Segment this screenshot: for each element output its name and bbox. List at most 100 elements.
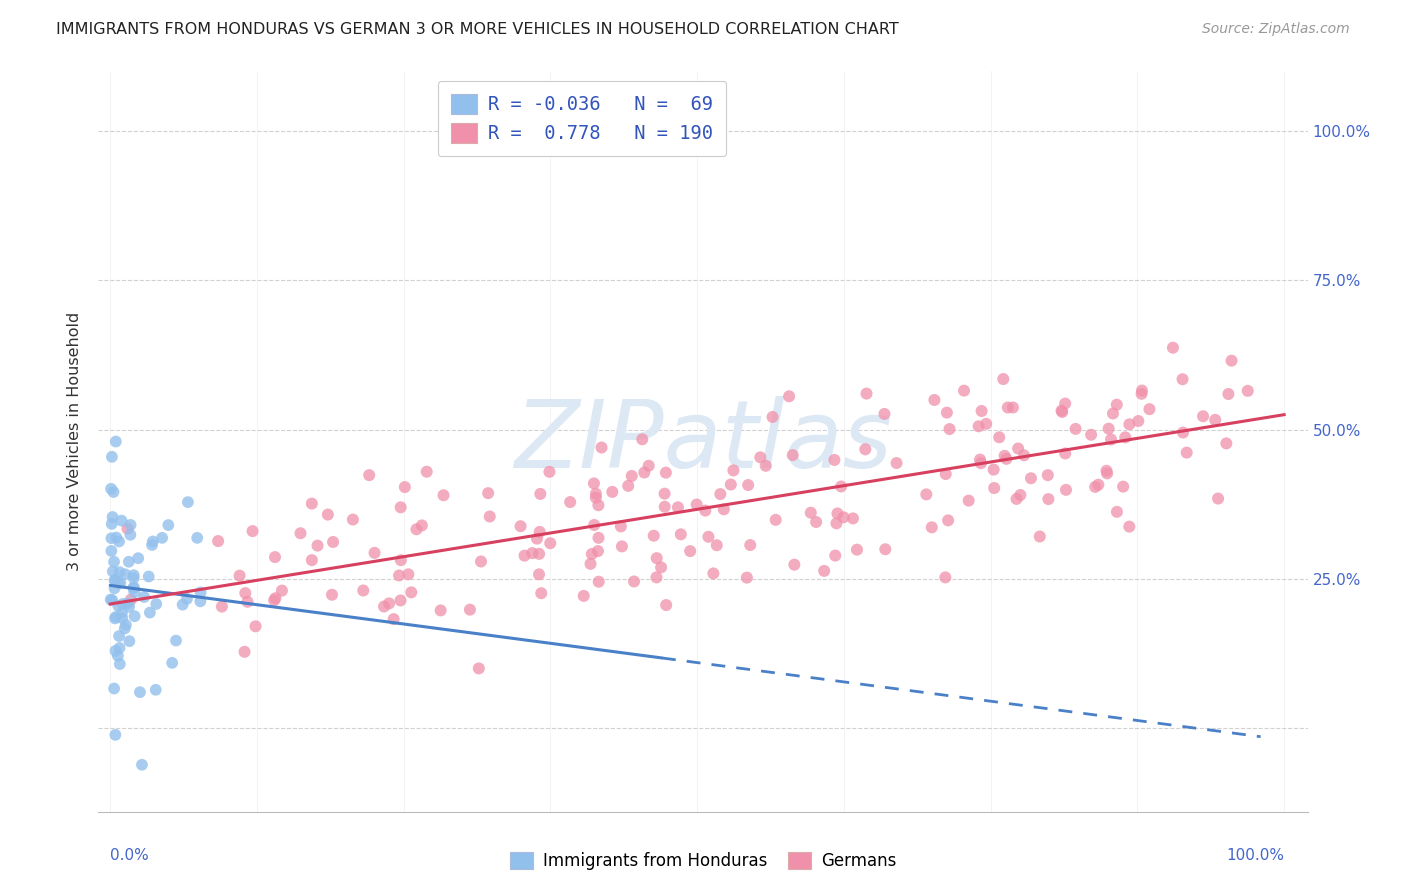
Point <box>637 458 659 473</box>
Point <box>974 417 997 431</box>
Point <box>1050 403 1073 417</box>
Point <box>1204 413 1226 427</box>
Point <box>654 500 676 514</box>
Text: ZIPatlas: ZIPatlas <box>515 396 891 487</box>
Point <box>735 571 758 585</box>
Point <box>177 495 200 509</box>
Point <box>458 602 481 616</box>
Point <box>778 389 800 403</box>
Point <box>623 574 645 589</box>
Point <box>583 518 606 533</box>
Point <box>679 544 702 558</box>
Point <box>1206 491 1229 506</box>
Point <box>825 516 848 531</box>
Point <box>957 493 980 508</box>
Point <box>176 591 198 606</box>
Point <box>1036 468 1059 483</box>
Point <box>800 506 823 520</box>
Point <box>122 581 145 595</box>
Point <box>415 465 437 479</box>
Point <box>530 586 553 600</box>
Point <box>114 567 136 582</box>
Point <box>970 404 993 418</box>
Point <box>1130 386 1153 401</box>
Point <box>1105 398 1128 412</box>
Point <box>388 568 411 582</box>
Point <box>236 595 259 609</box>
Point <box>124 609 146 624</box>
Point <box>114 621 136 635</box>
Point <box>740 538 762 552</box>
Point <box>823 453 845 467</box>
Point <box>695 503 717 517</box>
Point <box>827 507 849 521</box>
Point <box>1087 477 1109 491</box>
Point <box>993 372 1015 386</box>
Point <box>643 529 665 543</box>
Point <box>138 569 160 583</box>
Point <box>1099 433 1122 447</box>
Point <box>1029 529 1052 543</box>
Point <box>118 555 141 569</box>
Point <box>160 656 183 670</box>
Point <box>1139 402 1161 417</box>
Point <box>1084 480 1107 494</box>
Point <box>620 469 643 483</box>
Point <box>983 481 1005 495</box>
Point <box>938 422 960 436</box>
Point <box>830 479 852 493</box>
Point <box>316 508 339 522</box>
Point <box>104 644 127 658</box>
Point <box>373 599 395 614</box>
Point <box>321 588 343 602</box>
Point <box>994 449 1017 463</box>
Point <box>761 409 783 424</box>
Point <box>100 531 122 545</box>
Point <box>588 574 610 589</box>
Point <box>172 598 194 612</box>
Point <box>529 487 551 501</box>
Point <box>101 450 124 464</box>
Point <box>264 550 287 565</box>
Point <box>290 526 312 541</box>
Point <box>108 657 131 671</box>
Point <box>120 527 142 541</box>
Point <box>1102 407 1125 421</box>
Point <box>702 566 724 581</box>
Point <box>301 497 323 511</box>
Point <box>1105 505 1128 519</box>
Point <box>1161 341 1184 355</box>
Point <box>1112 480 1135 494</box>
Point <box>560 495 582 509</box>
Point <box>1192 409 1215 424</box>
Point <box>245 619 267 633</box>
Point <box>1236 384 1258 398</box>
Point <box>103 582 125 596</box>
Point <box>104 611 127 625</box>
Point <box>122 571 145 585</box>
Point <box>104 573 127 587</box>
Point <box>101 565 124 579</box>
Point <box>120 592 142 607</box>
Point <box>117 522 139 536</box>
Point <box>1128 414 1150 428</box>
Point <box>832 510 855 524</box>
Point <box>686 498 709 512</box>
Point <box>301 553 323 567</box>
Point <box>527 547 550 561</box>
Point <box>755 458 778 473</box>
Point <box>207 534 229 549</box>
Point <box>633 466 655 480</box>
Point <box>432 488 454 502</box>
Point <box>631 432 654 446</box>
Point <box>853 442 876 457</box>
Point <box>127 551 149 566</box>
Point <box>118 599 141 614</box>
Point <box>617 479 640 493</box>
Point <box>1171 425 1194 440</box>
Point <box>1130 384 1153 398</box>
Point <box>934 570 956 584</box>
Point <box>765 513 787 527</box>
Point <box>1098 422 1121 436</box>
Point <box>1038 492 1060 507</box>
